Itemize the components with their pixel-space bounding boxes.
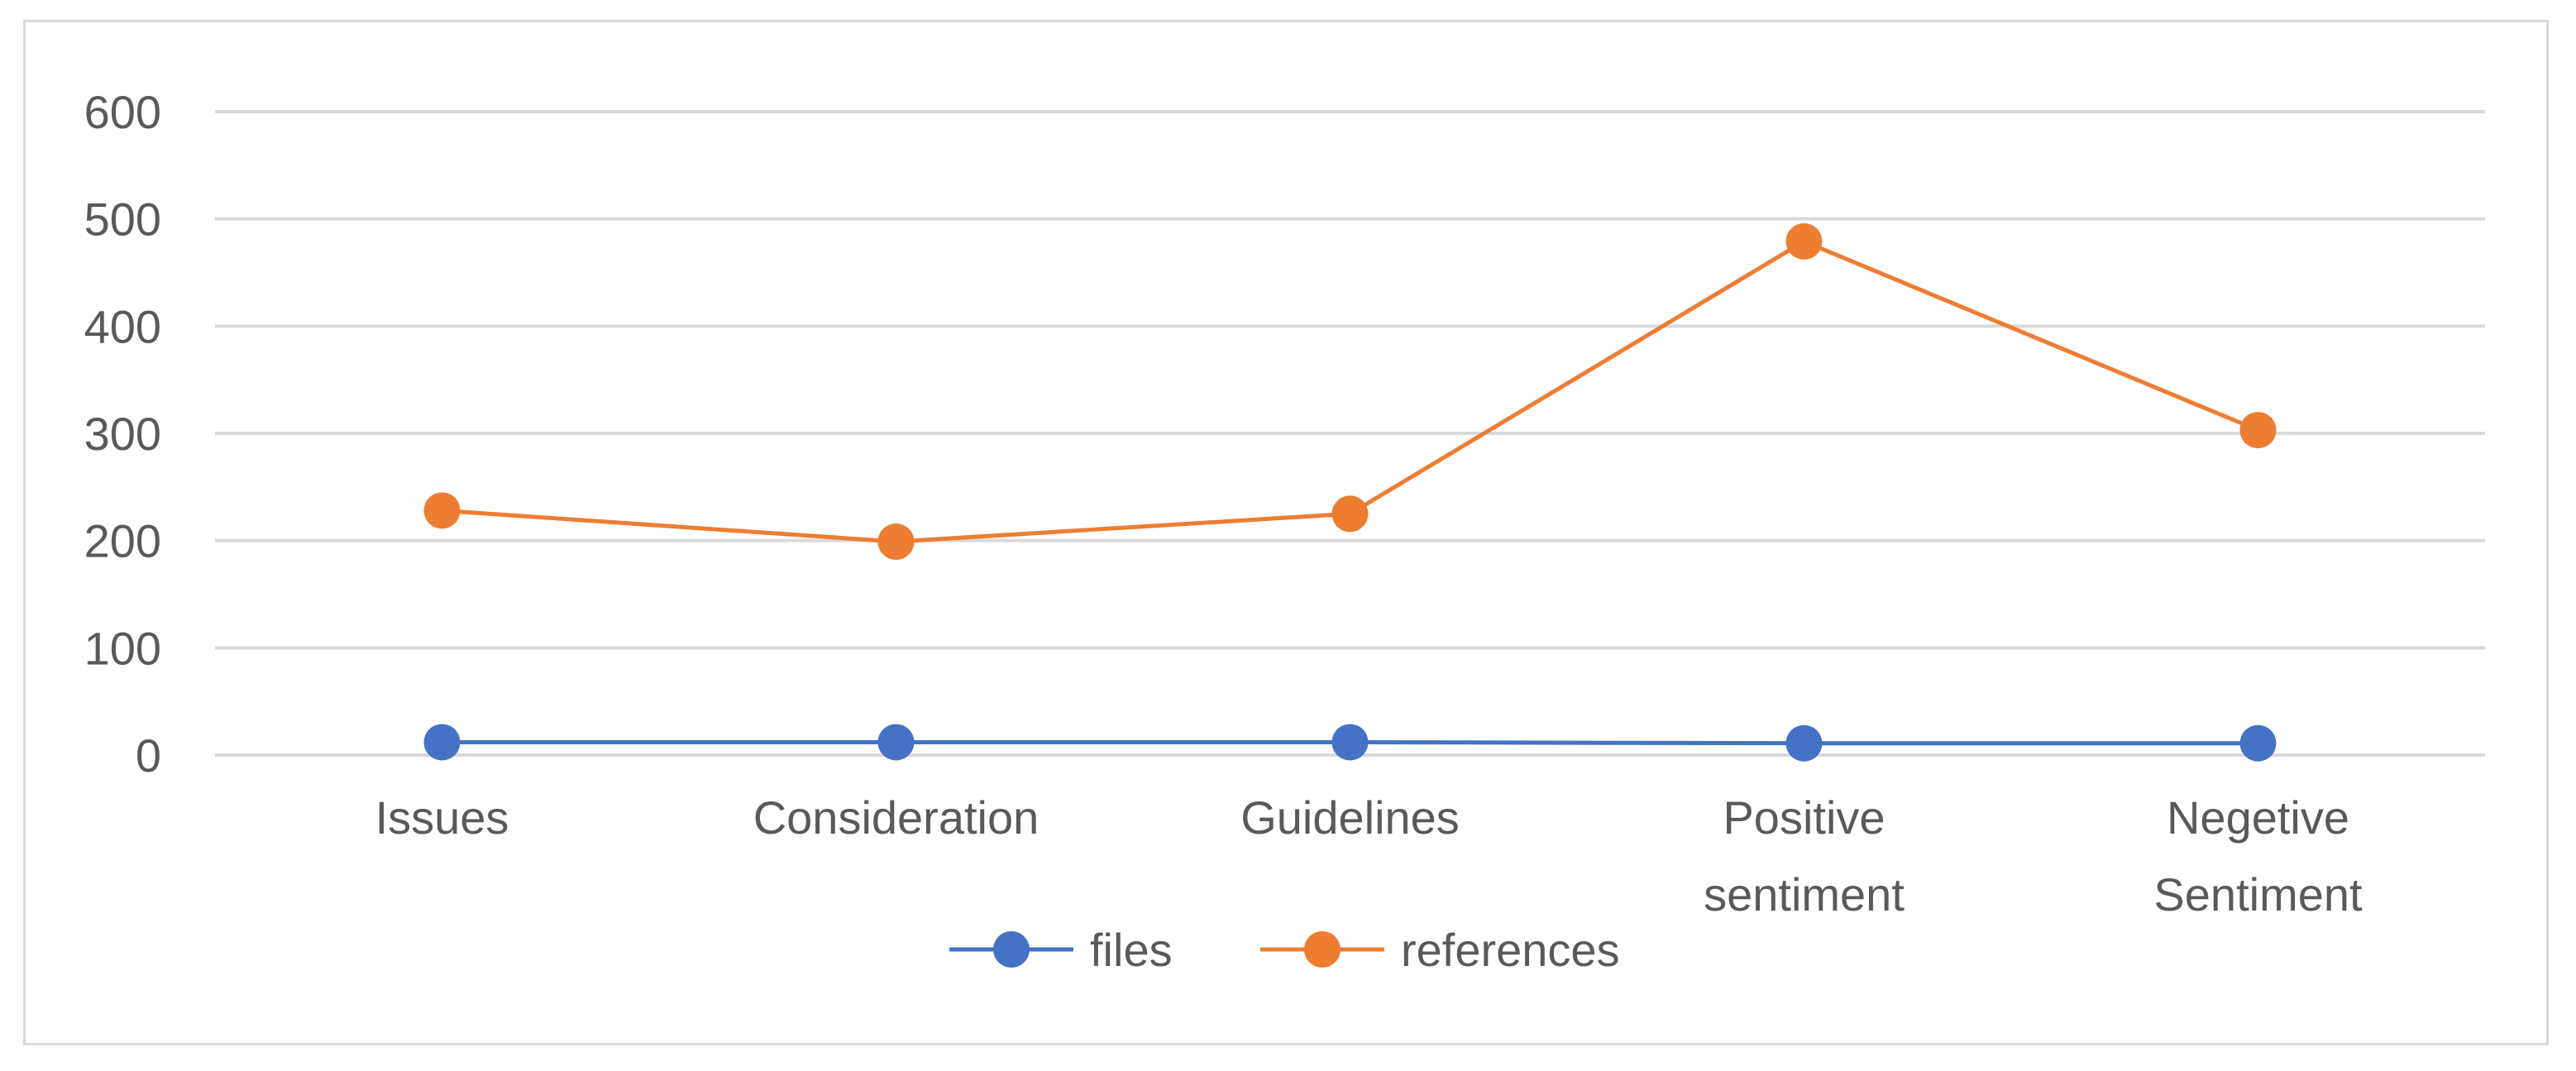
data-point-references <box>877 523 915 560</box>
y-tick-label: 400 <box>84 300 161 352</box>
gridlines <box>215 110 2485 757</box>
x-axis-tick-labels: Issues Consideration Guidelines Positive sen… <box>375 791 2363 920</box>
y-tick-label: 500 <box>84 194 161 246</box>
x-tick-label: Negetive Sentiment <box>2153 791 2363 920</box>
legend-label: files <box>1090 924 1173 976</box>
data-point-files <box>877 724 915 761</box>
x-tick-label: Guidelines <box>1240 791 1460 844</box>
data-point-references <box>1785 222 1823 260</box>
series-lines <box>423 222 2277 762</box>
data-point-files <box>2239 724 2277 762</box>
series-references <box>423 222 2277 560</box>
y-tick-label: 600 <box>84 86 161 138</box>
y-axis-tick-labels: 0 100 200 300 400 500 600 <box>84 86 161 782</box>
data-point-references <box>423 492 461 529</box>
y-tick-label: 200 <box>84 515 161 567</box>
x-tick-label: Issues <box>375 791 509 844</box>
legend: files references <box>949 924 1620 976</box>
legend-label: references <box>1401 924 1620 976</box>
x-tick-label: Positive sentiment <box>1704 791 1905 920</box>
data-point-references <box>1331 495 1369 533</box>
chart-frame <box>23 20 2549 1045</box>
x-tick-label: Consideration <box>753 791 1039 844</box>
data-point-files <box>1785 724 1823 762</box>
legend-item-references: references <box>1260 924 1620 976</box>
data-point-references <box>2239 412 2277 449</box>
y-tick-label: 100 <box>84 622 161 674</box>
y-tick-label: 300 <box>84 408 161 460</box>
legend-swatch-marker <box>993 931 1030 968</box>
legend-item-files: files <box>949 924 1173 976</box>
legend-swatch-marker <box>1304 931 1341 968</box>
y-tick-label: 0 <box>136 729 161 782</box>
data-point-files <box>423 724 461 761</box>
series-files <box>423 724 2277 762</box>
data-point-files <box>1331 724 1369 761</box>
